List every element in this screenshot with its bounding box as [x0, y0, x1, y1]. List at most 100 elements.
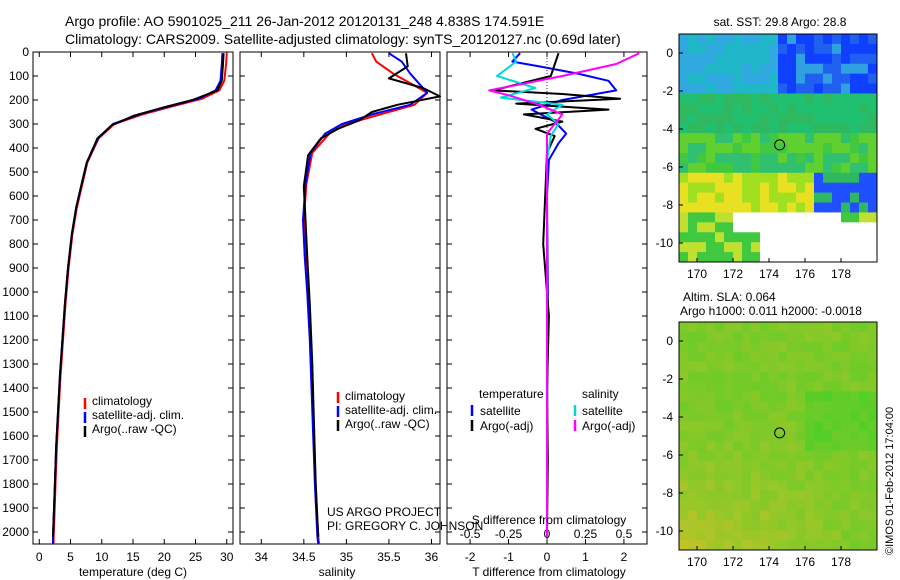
map-cell [868, 331, 878, 343]
map-cell [841, 411, 851, 422]
map-cell [841, 83, 851, 94]
y-tick-label: 300 [9, 117, 29, 131]
map-cell [679, 172, 689, 184]
x-tick-label: 35.5 [377, 550, 401, 564]
map-cell [832, 222, 842, 233]
map-cell [805, 401, 815, 412]
map-cell [859, 103, 869, 114]
map-cell [724, 93, 734, 104]
map-cell [814, 322, 824, 333]
map-cell [796, 252, 806, 263]
map-cell [688, 381, 698, 392]
map-cell [742, 192, 752, 203]
map-cell [697, 202, 707, 213]
map-cell [715, 341, 725, 353]
map-cell [859, 540, 869, 551]
map-cell [706, 411, 716, 422]
map-cell [769, 450, 779, 462]
map-cell [742, 401, 752, 412]
map-cell [832, 450, 842, 462]
map-cell [706, 490, 716, 501]
map-cell [841, 510, 851, 521]
map-cell [706, 460, 716, 472]
legend-s-satellite: satellite [582, 404, 623, 418]
series-line [302, 52, 429, 545]
map-cell [868, 391, 878, 402]
map-cell [679, 460, 689, 472]
map-cell [805, 450, 815, 462]
map-cell [778, 93, 788, 104]
map-cell [805, 341, 815, 353]
map-cell [760, 421, 770, 432]
map-cell [706, 222, 716, 233]
map-cell [823, 460, 833, 472]
map-cell [787, 322, 797, 333]
map-cell [868, 351, 878, 363]
map-cell [841, 172, 851, 184]
map-x-label: 174 [759, 555, 779, 569]
map-cell [778, 252, 788, 263]
map-cell [742, 431, 752, 442]
map-cell [850, 421, 860, 432]
map-cell [823, 113, 833, 124]
map-cell [796, 103, 806, 114]
map-cell [769, 43, 779, 55]
y-tick-label: 1100 [3, 309, 29, 323]
map-cell [832, 252, 842, 263]
salinity-y-ticks [240, 51, 440, 533]
map-cell [859, 331, 869, 343]
map-cell [715, 421, 725, 432]
map-cell [688, 123, 698, 134]
map-cell [724, 450, 734, 462]
map-cell [823, 431, 833, 442]
map-cell [715, 490, 725, 501]
map-cell [796, 113, 806, 124]
map-cell [796, 341, 806, 353]
map-cell [715, 43, 725, 55]
map-cell [679, 212, 689, 223]
map-cell [715, 113, 725, 124]
map-cell [760, 520, 770, 531]
map-cell [751, 202, 761, 213]
map-cell [796, 361, 806, 372]
map-cell [832, 202, 842, 213]
map-cell [742, 490, 752, 501]
map-cell [742, 540, 752, 551]
map-cell [805, 242, 815, 253]
map-cell [715, 361, 725, 372]
map-cell [733, 361, 743, 372]
map-cell [760, 143, 770, 154]
sst-map-frame [678, 33, 878, 263]
map-cell [787, 450, 797, 462]
map-cell [832, 440, 842, 452]
map-cell [841, 371, 851, 382]
map-cell [832, 43, 842, 55]
map-y-label: -8 [662, 198, 673, 212]
map-cell [859, 202, 869, 213]
map-cell [805, 192, 815, 203]
map-cell [805, 411, 815, 422]
map-cell [841, 440, 851, 452]
map-cell [724, 331, 734, 343]
map-cell [751, 123, 761, 134]
x-tick-label: 5 [67, 550, 74, 564]
map-cell [778, 401, 788, 412]
map-cell [859, 43, 869, 55]
map-cell [724, 500, 734, 511]
x-tick-label: 1 [582, 550, 589, 564]
map-cell [679, 123, 689, 134]
map-cell [832, 470, 842, 482]
map-cell [823, 500, 833, 511]
map-cell [742, 232, 752, 243]
map-cell [805, 351, 815, 363]
map-cell [823, 351, 833, 363]
map-cell [841, 113, 851, 124]
map-cell [850, 480, 860, 491]
map-cell [715, 500, 725, 511]
map-cell [787, 510, 797, 521]
map-cell [778, 202, 788, 213]
map-cell [733, 421, 743, 432]
map-cell [742, 470, 752, 482]
map-cell [814, 371, 824, 382]
map-cell [859, 490, 869, 501]
